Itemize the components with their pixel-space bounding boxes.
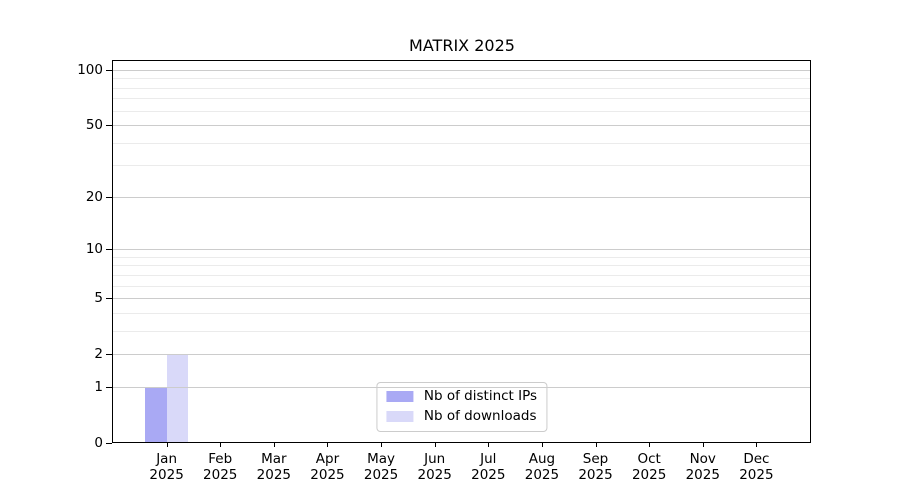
x-tick-label: Jan 2025 [149,451,184,483]
y-gridline-major [113,125,810,127]
y-gridline-major [113,386,810,388]
legend-label-distinct-ips: Nb of distinct IPs [423,388,538,404]
x-axis-tick [166,443,168,447]
y-axis-tick [106,125,112,127]
y-tick-label: 0 [94,435,103,451]
x-tick-label: Sep 2025 [578,451,613,483]
y-gridline-minor [113,110,810,112]
x-tick-label: Nov 2025 [685,451,720,483]
legend-swatch-distinct-ips [385,391,413,402]
y-gridline-minor [113,87,810,89]
x-tick-label: May 2025 [363,451,399,483]
y-tick-label: 10 [85,241,103,258]
y-gridline-major [113,249,810,251]
y-gridline-major [113,354,810,356]
y-tick-label: 50 [85,117,103,134]
x-tick-label: Aug 2025 [524,451,560,483]
legend-swatch-downloads [385,411,413,422]
y-gridline-minor [113,265,810,267]
x-tick-label: Oct 2025 [631,451,667,483]
legend: Nb of distinct IPs Nb of downloads [375,382,548,432]
x-tick-label: Feb 2025 [203,451,238,483]
x-axis-tick [220,443,222,447]
x-tick-label: Apr 2025 [310,451,345,483]
x-axis-tick [273,443,275,447]
plot-area: Nb of distinct IPs Nb of downloads [112,60,811,443]
y-tick-label: 100 [77,62,103,78]
y-tick-label: 2 [94,346,103,363]
x-axis-tick [381,443,383,447]
x-axis-tick [327,443,329,447]
y-axis-tick [106,196,112,198]
bar-downloads [166,354,189,442]
y-gridline-major [113,70,810,71]
y-axis-tick [106,354,112,356]
y-gridline-minor [113,165,810,167]
y-gridline-minor [113,98,810,100]
y-tick-label: 5 [94,290,103,307]
y-axis-tick [106,249,112,251]
y-gridline-minor [113,330,810,332]
x-tick-label: Dec 2025 [739,451,774,483]
y-gridline-major [113,298,810,300]
x-axis-tick [488,443,490,447]
y-tick-label: 1 [94,378,103,395]
y-tick-label: 20 [85,188,103,205]
x-axis-tick [649,443,651,447]
x-axis-tick [434,443,436,447]
x-tick-label: Mar 2025 [256,451,292,483]
x-axis-tick [756,443,758,447]
x-axis-tick [595,443,597,447]
legend-item-distinct-ips: Nb of distinct IPs [385,388,538,405]
chart-title: MATRIX 2025 [409,36,515,55]
y-axis-tick [106,443,112,444]
y-axis-tick [106,386,112,388]
x-tick-label: Jul 2025 [471,451,506,483]
y-axis-tick [106,298,112,300]
legend-label-downloads: Nb of downloads [423,408,537,424]
y-gridline-minor [113,142,810,144]
y-gridline-minor [113,256,810,258]
y-gridline-major [113,196,810,198]
y-axis-tick [106,70,112,71]
y-gridline-minor [113,312,810,314]
y-gridline-minor [113,274,810,276]
x-axis-tick [541,443,543,447]
legend-item-downloads: Nb of downloads [385,408,537,425]
bar-distinct-ips [145,386,167,442]
x-axis-tick [702,443,704,447]
x-tick-label: Jun 2025 [417,451,452,483]
y-gridline-minor [113,78,810,80]
y-gridline-minor [113,285,810,287]
